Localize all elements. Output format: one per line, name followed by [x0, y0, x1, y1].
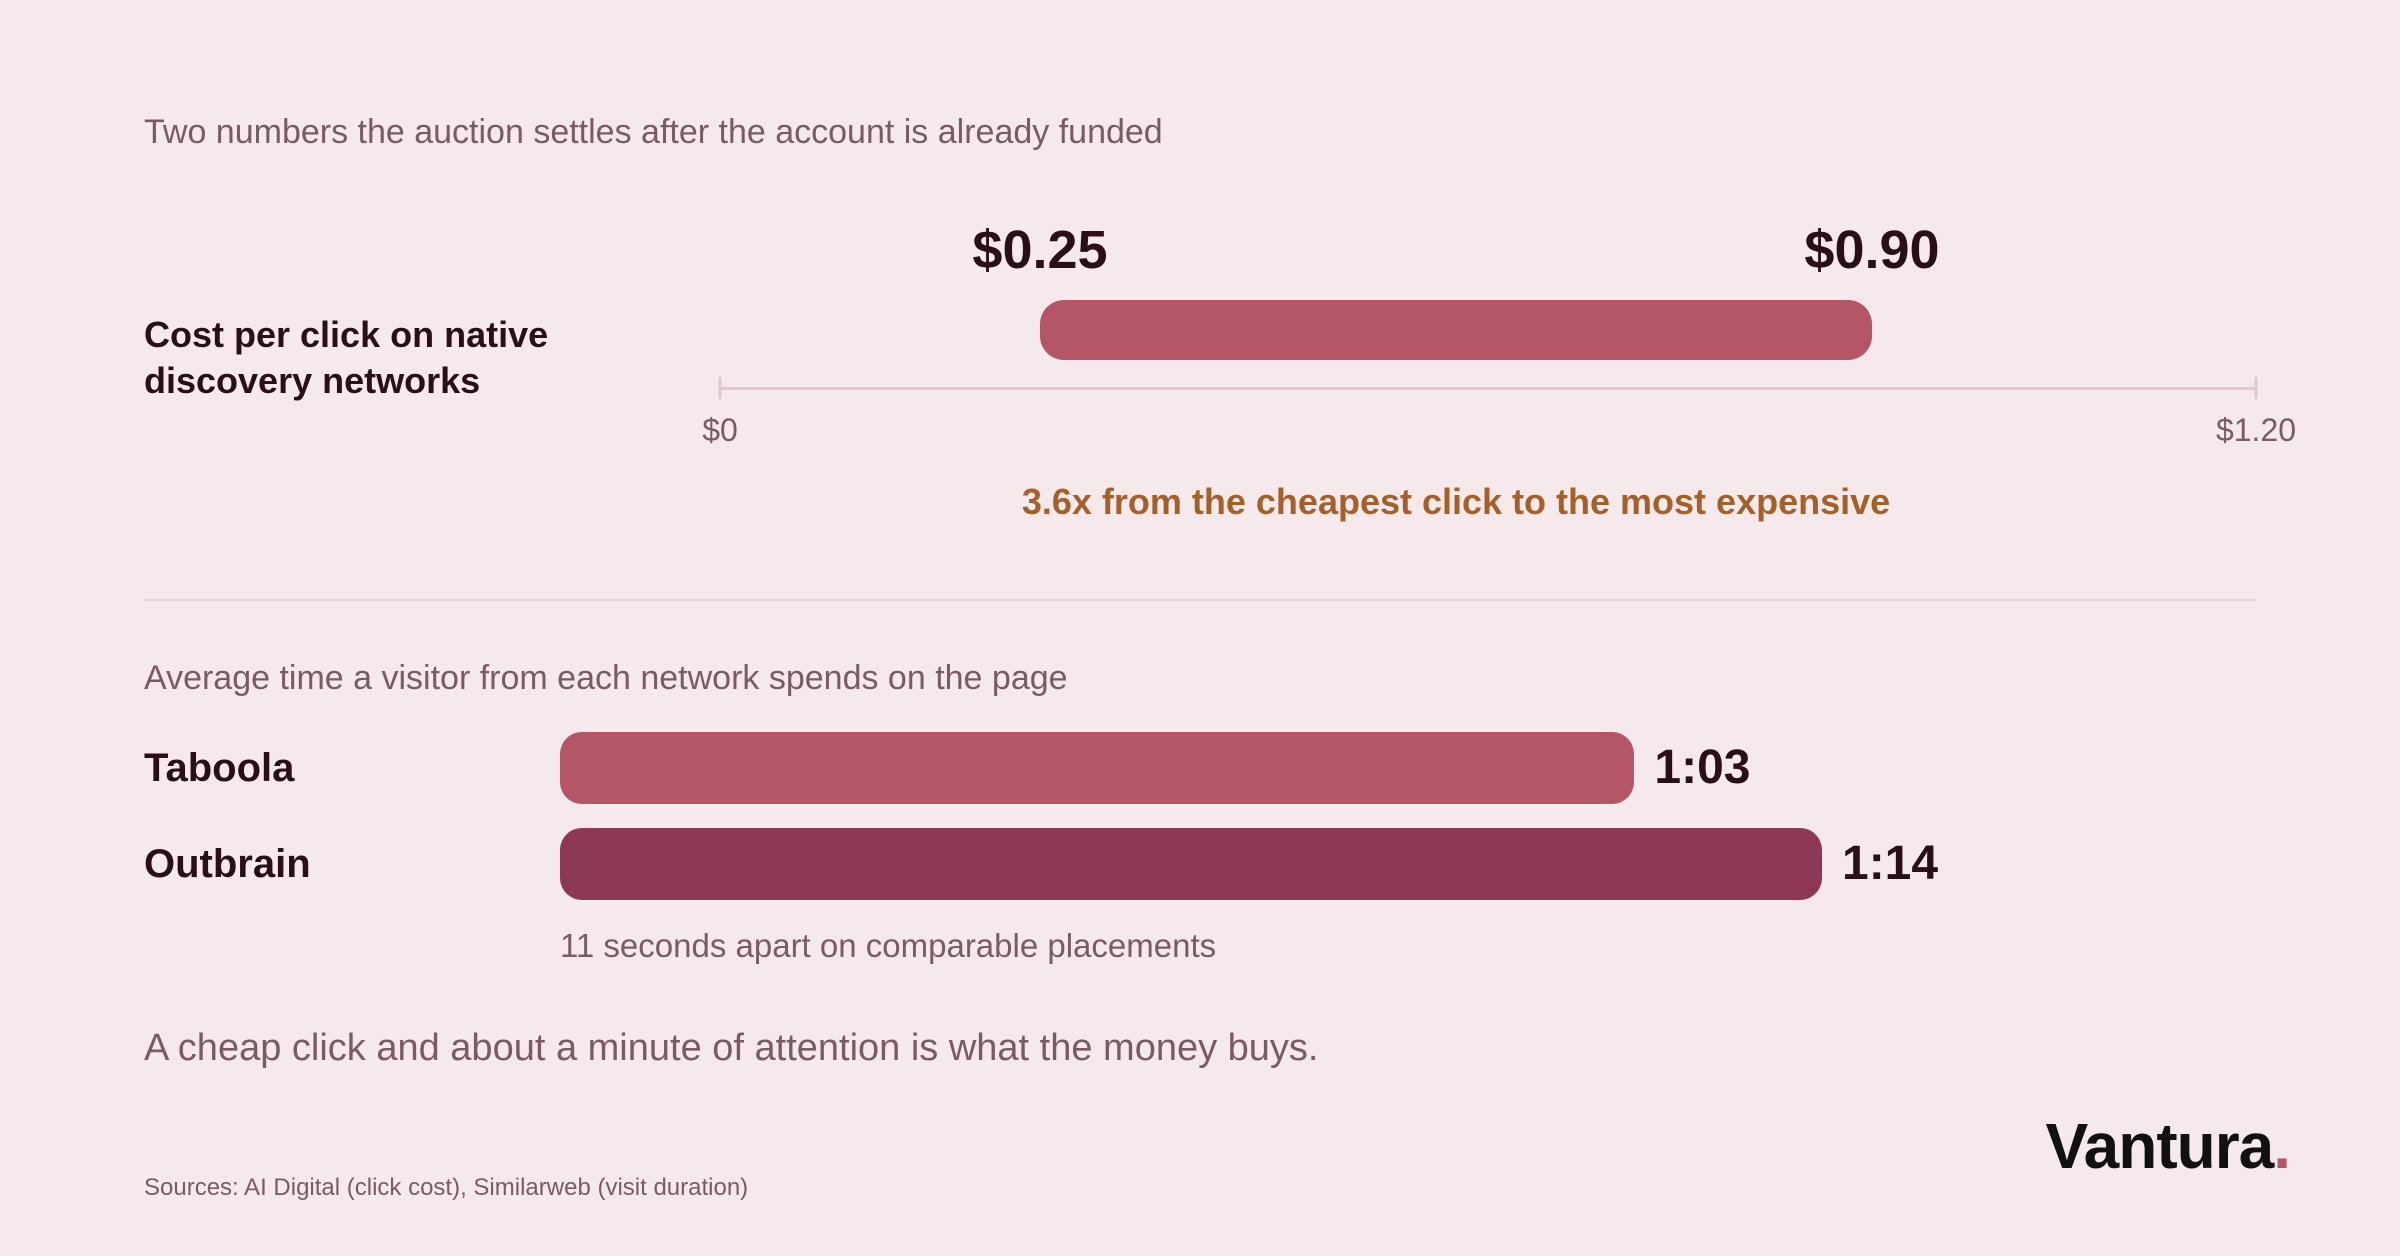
axis-tick-max [2254, 377, 2258, 399]
range-min-value-label: $0.25 [972, 220, 1108, 280]
duration-value-label-outbrain: 1:14 [1842, 837, 1939, 890]
range-axis-line [720, 387, 2256, 390]
axis-tick-label-min: $0 [702, 412, 738, 448]
bar-category-label-outbrain: Outbrain [144, 842, 311, 886]
logo-dot: . [2273, 1110, 2291, 1182]
range-ratio-callout: 3.6x from the cheapest click to the most… [1021, 481, 1891, 522]
duration-chart-title: Average time a visitor from each network… [144, 659, 1068, 697]
range-row-label: Cost per click on native discovery netwo… [144, 314, 549, 401]
range-bar [1040, 300, 1872, 360]
vantura-logo: Vantura. [2045, 1108, 2291, 1184]
logo-wordmark: Vantura [2045, 1110, 2274, 1182]
axis-tick-label-max: $1.20 [2215, 412, 2297, 448]
bar-category-label-taboola: Taboola [144, 746, 295, 790]
duration-bar-outbrain [560, 828, 1822, 900]
section-divider [144, 599, 2256, 601]
chart-subtitle: Two numbers the auction settles after th… [144, 113, 1163, 151]
sources-note: Sources: AI Digital (click cost), Simila… [144, 1174, 749, 1201]
axis-tick-min [718, 377, 722, 399]
range-max-value-label: $0.90 [1804, 220, 1940, 280]
duration-bar-taboola [560, 732, 1635, 804]
duration-value-label-taboola: 1:03 [1654, 741, 1751, 794]
duration-gap-note: 11 seconds apart on comparable placement… [560, 927, 1217, 964]
takeaway-text: A cheap click and about a minute of atte… [144, 1027, 1319, 1069]
